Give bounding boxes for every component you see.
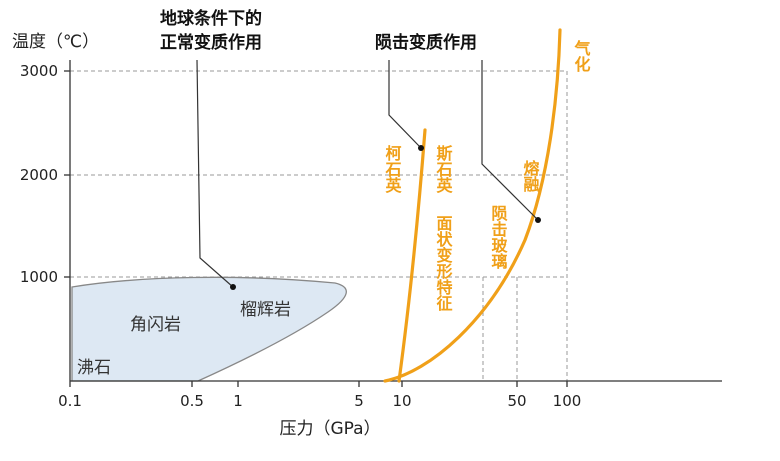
x-tick-label: 5 <box>354 392 364 410</box>
x-axis-title: 压力（GPa） <box>279 419 380 439</box>
y-tick-label: 1000 <box>20 268 58 286</box>
x-tick-label: 10 <box>392 392 411 410</box>
y-tick-label: 2000 <box>20 166 58 184</box>
x-tick-label: 100 <box>553 392 582 410</box>
vaporization-label: 气化 <box>572 39 592 72</box>
y-tick-label: 3000 <box>20 62 58 80</box>
stishovite-label: 斯石英 <box>434 144 454 194</box>
grid <box>70 70 568 381</box>
impact-glass-label: 陨击玻璃 <box>489 205 508 270</box>
melting-label: 熔融 <box>521 159 540 193</box>
coesite-label: 柯石英 <box>383 144 403 194</box>
x-tick-label: 0.5 <box>180 392 204 410</box>
leader-lines <box>196 59 539 288</box>
normal-dot <box>230 284 236 290</box>
y-axis-title: 温度（℃） <box>12 32 99 52</box>
x-tick-label: 0.1 <box>58 392 82 410</box>
coesite-stishovite-curve <box>397 128 427 383</box>
shock-dot-2 <box>535 217 541 223</box>
axes <box>64 60 722 387</box>
melting-curve <box>383 28 562 383</box>
normal-leader <box>196 59 234 288</box>
x-tick-label: 50 <box>507 392 526 410</box>
normal-metamorphism-label-line2: 正常变质作用 <box>160 32 262 53</box>
shock-metamorphism-label: 陨击变质作用 <box>375 32 477 53</box>
normal-metamorphism-region <box>71 276 347 382</box>
shock-dot-1 <box>418 145 424 151</box>
zeolite-label: 沸石 <box>77 358 111 378</box>
normal-metamorphism-label-line1: 地球条件下的 <box>160 8 262 29</box>
planar-features-label: 面状变形特征 <box>434 215 453 311</box>
phase-curves <box>383 28 562 383</box>
shock-leader-2 <box>481 60 539 221</box>
granulite-label: 榴辉岩 <box>240 300 291 320</box>
amphibolite-label: 角闪岩 <box>130 315 181 335</box>
shock-leader-1 <box>388 60 422 149</box>
x-tick-label: 1 <box>233 392 243 410</box>
